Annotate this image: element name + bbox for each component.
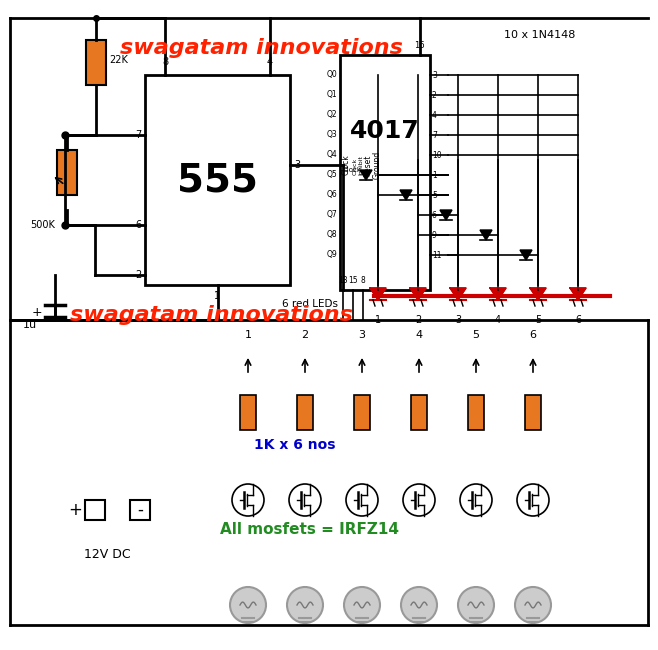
Text: +: + [68,501,82,519]
Text: 8: 8 [361,276,365,285]
Text: 3: 3 [294,160,300,170]
Text: 6: 6 [575,315,581,325]
Text: Q0: Q0 [326,70,337,79]
Text: -: - [137,501,143,519]
Text: 8: 8 [162,57,168,67]
Polygon shape [520,250,532,260]
Bar [57,150,77,195]
Text: 5: 5 [432,190,437,200]
Text: 10 x 1N4148: 10 x 1N4148 [504,30,576,40]
Text: 15: 15 [348,276,358,285]
Circle shape [460,484,492,516]
Text: Q4: Q4 [326,151,337,159]
Text: 1: 1 [245,330,251,340]
Polygon shape [530,288,546,300]
Text: Clock: Clock [343,167,362,173]
Text: Ground: Ground [373,151,382,179]
Text: 7: 7 [432,131,437,140]
Polygon shape [570,288,586,300]
Text: 4: 4 [415,330,422,340]
Polygon shape [410,288,426,300]
Bar [145,75,290,285]
Text: swagatam innovations: swagatam innovations [70,305,353,325]
Text: Q3: Q3 [326,131,337,140]
Text: Q8: Q8 [326,231,337,239]
Text: Q9: Q9 [326,250,337,259]
Text: 6: 6 [432,211,437,220]
Bar [85,500,105,520]
Bar [468,395,484,430]
Text: All mosfets = IRFZ14: All mosfets = IRFZ14 [220,523,399,538]
Text: 1u: 1u [23,320,37,330]
Circle shape [515,587,551,623]
Text: 4: 4 [495,315,501,325]
Text: Clock
Inhibit: Clock Inhibit [353,155,364,175]
Text: 2: 2 [301,330,309,340]
Text: 4: 4 [432,111,437,120]
Polygon shape [370,288,386,300]
Text: Q1: Q1 [326,90,337,99]
Text: 6 red LEDs: 6 red LEDs [282,299,338,309]
Text: 6: 6 [135,220,141,230]
Text: 22K: 22K [109,55,128,65]
Polygon shape [400,190,412,200]
Text: 500K: 500K [30,220,55,230]
Circle shape [401,587,437,623]
Polygon shape [450,288,466,300]
Circle shape [517,484,549,516]
Text: 11: 11 [432,250,442,259]
Text: 3: 3 [432,70,437,79]
Polygon shape [480,230,492,240]
Text: Q5: Q5 [326,170,337,179]
Text: swagatam innovations: swagatam innovations [120,38,403,58]
Circle shape [458,587,494,623]
Circle shape [287,587,323,623]
Text: 3: 3 [455,315,461,325]
Circle shape [346,484,378,516]
Circle shape [344,587,380,623]
Text: 2: 2 [415,315,421,325]
Circle shape [289,484,321,516]
Text: 6: 6 [530,330,536,340]
Text: 1: 1 [215,291,220,301]
Text: Reset: Reset [363,154,372,176]
Text: 7: 7 [135,130,141,140]
Text: 2: 2 [135,270,141,280]
Bar [525,395,541,430]
Text: 1: 1 [375,315,381,325]
Polygon shape [490,288,506,300]
Circle shape [232,484,264,516]
Polygon shape [440,210,452,220]
Text: 555: 555 [177,161,258,199]
Bar [240,395,256,430]
Text: 1K x 6 nos: 1K x 6 nos [254,438,336,452]
Text: 5: 5 [472,330,480,340]
Polygon shape [360,170,372,180]
Circle shape [403,484,435,516]
Text: 13: 13 [338,276,348,285]
Bar [340,55,430,290]
Text: Q7: Q7 [326,211,337,220]
Text: Q6: Q6 [326,190,337,200]
Bar [411,395,427,430]
Text: 1: 1 [432,170,437,179]
Text: 5: 5 [535,315,541,325]
Text: 3: 3 [359,330,365,340]
Circle shape [230,587,266,623]
Bar [354,395,370,430]
Text: 9: 9 [432,231,437,239]
Text: 4017: 4017 [350,119,420,143]
Text: 16: 16 [415,41,425,50]
Text: 4: 4 [267,57,273,67]
Text: +: + [32,307,42,320]
Text: 2: 2 [432,90,437,99]
Text: 10: 10 [432,151,442,159]
Text: Q2: Q2 [326,111,337,120]
Text: 12V DC: 12V DC [84,549,130,562]
Bar [86,40,106,85]
Text: Clock: Clock [342,155,351,176]
Bar [297,395,313,430]
Bar [130,500,150,520]
